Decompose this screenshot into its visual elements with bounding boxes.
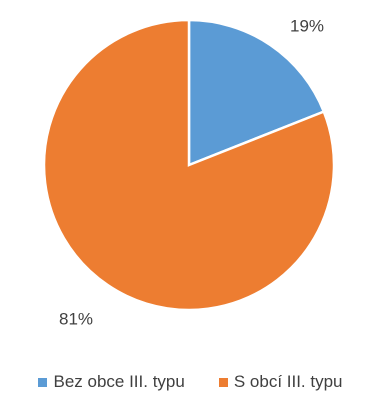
legend-label-s-obci: S obcí III. typu — [233, 372, 343, 391]
data-labels-group: 19% 81% — [59, 16, 324, 328]
legend-label-bez-obce: Bez obce III. typu — [53, 372, 185, 391]
pie-slice-1[interactable] — [42, 18, 336, 312]
data-label-1: 81% — [59, 309, 93, 328]
legend-item-s-obci[interactable]: S obcí III. typu — [218, 372, 343, 392]
pie-slice-0[interactable] — [187, 18, 326, 167]
legend-swatch-s-obci — [218, 377, 228, 387]
legend-swatch-bez-obce — [38, 377, 48, 387]
legend: Bez obce III. typu S obcí III. typu — [0, 372, 381, 392]
legend-item-bez-obce[interactable]: Bez obce III. typu — [38, 372, 185, 392]
data-label-0: 19% — [290, 16, 324, 35]
slices-group — [42, 18, 336, 312]
